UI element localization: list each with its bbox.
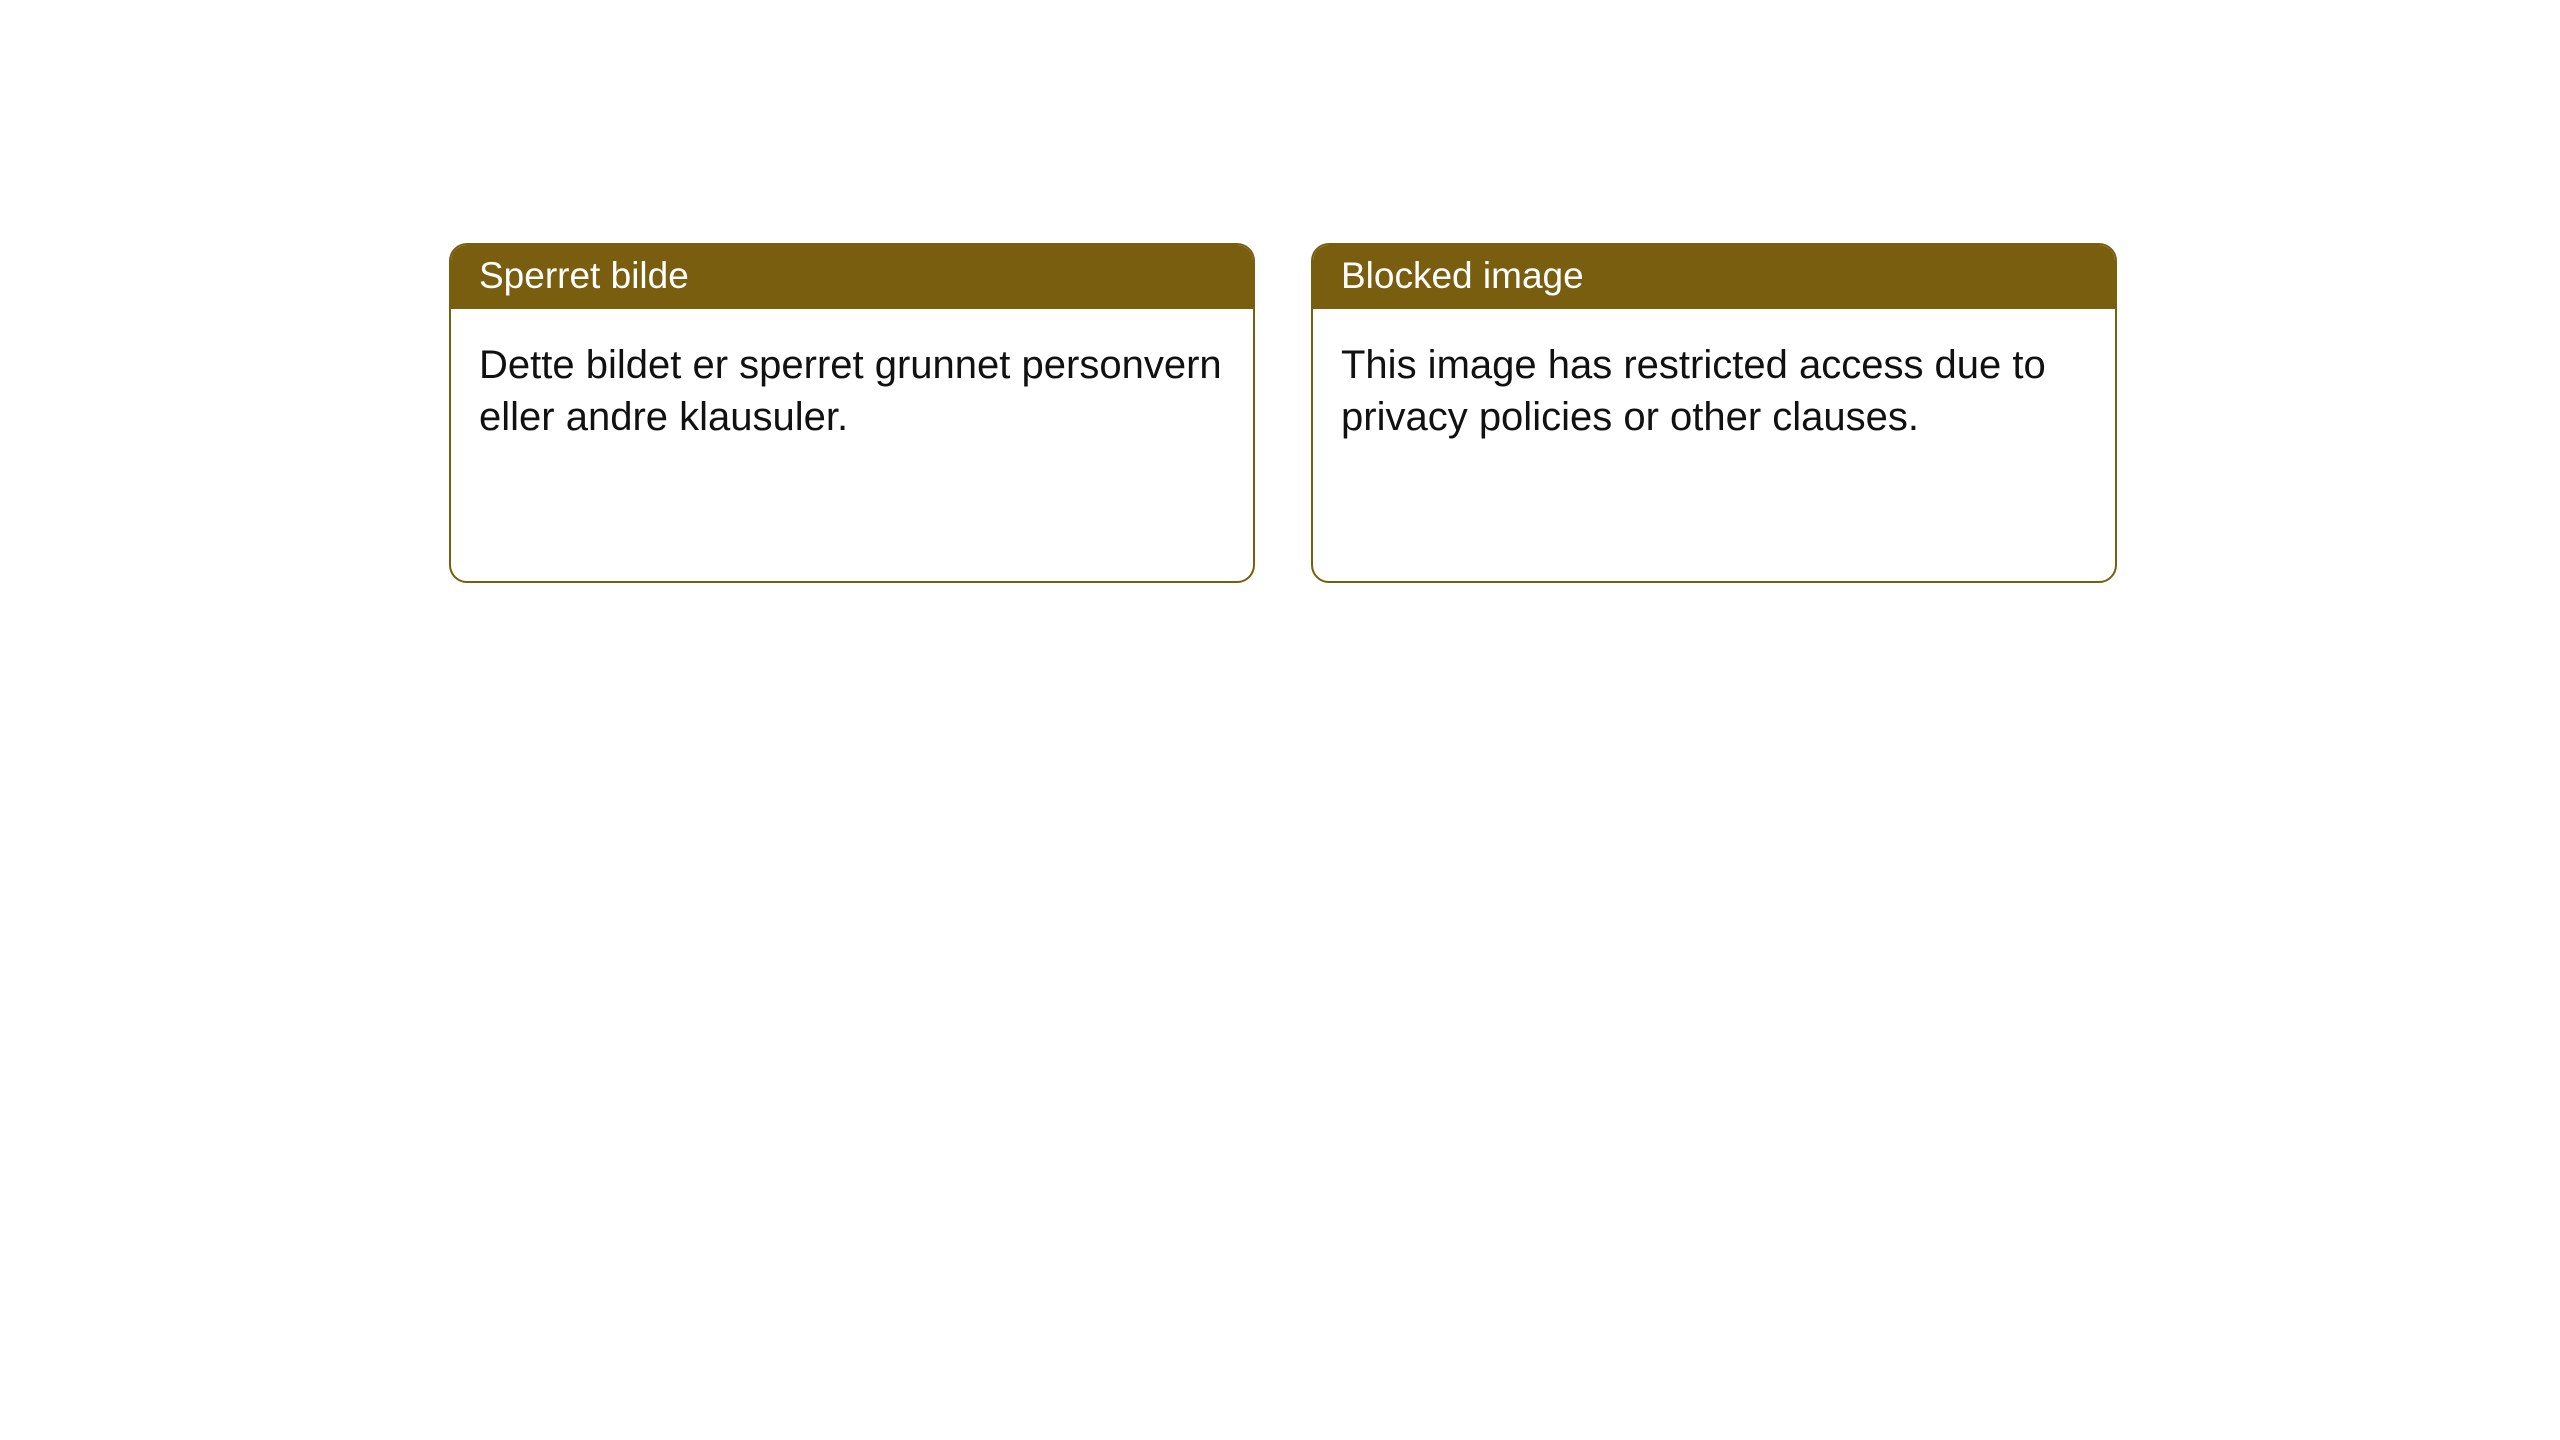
notice-card-body: Dette bildet er sperret grunnet personve… xyxy=(451,309,1253,581)
notice-card-title: Blocked image xyxy=(1313,245,2115,309)
notice-cards-container: Sperret bilde Dette bildet er sperret gr… xyxy=(449,243,2117,583)
notice-card-body: This image has restricted access due to … xyxy=(1313,309,2115,581)
notice-card-norwegian: Sperret bilde Dette bildet er sperret gr… xyxy=(449,243,1255,583)
notice-card-english: Blocked image This image has restricted … xyxy=(1311,243,2117,583)
notice-card-title: Sperret bilde xyxy=(451,245,1253,309)
